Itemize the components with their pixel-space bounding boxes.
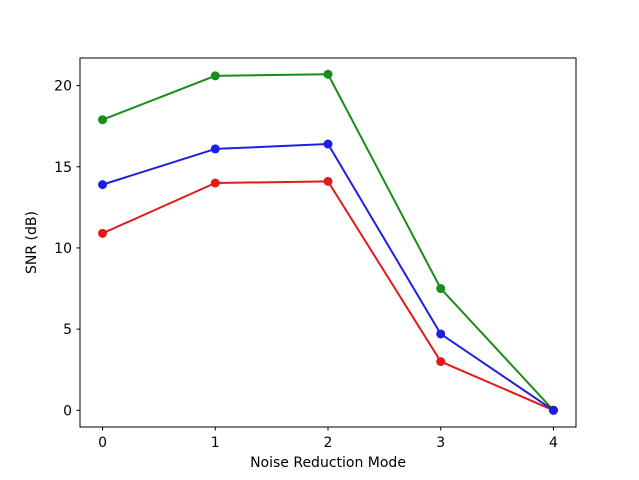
y-axis-label: SNR (dB) — [24, 211, 40, 274]
blue-series-marker — [436, 329, 446, 339]
x-tick-label: 1 — [211, 435, 220, 451]
axes-spines — [79, 57, 577, 428]
blue-series-marker — [210, 144, 220, 154]
x-tick-label: 0 — [98, 435, 107, 451]
green-series-marker — [98, 115, 108, 125]
red-series-marker — [210, 178, 220, 188]
green-series-marker — [210, 71, 220, 81]
red-series-marker — [98, 228, 108, 238]
red-series-marker — [323, 176, 333, 186]
y-tick-label: 20 — [54, 79, 72, 95]
x-axis-label: Noise Reduction Mode — [250, 455, 406, 471]
x-tick-label: 3 — [436, 435, 445, 451]
green-series-marker — [323, 69, 333, 79]
x-tick-label: 4 — [549, 435, 558, 451]
blue-series-marker — [323, 139, 333, 149]
red-series-line — [102, 180, 554, 412]
red-series-marker — [436, 357, 446, 367]
green-series-line — [102, 73, 555, 411]
plot-area: 0 1 2 3 4 0 5 10 15 20 Noise Reduction Mode SNR (dB… — [24, 57, 577, 471]
green-series-marker — [436, 284, 446, 294]
blue-series-marker — [548, 405, 558, 415]
x-tick-label: 2 — [324, 435, 333, 451]
blue-series-marker — [98, 180, 108, 190]
y-tick-label: 0 — [63, 403, 72, 419]
y-tick-label: 5 — [63, 322, 72, 338]
y-tick-label: 15 — [54, 160, 72, 176]
y-tick-label: 10 — [54, 241, 72, 257]
